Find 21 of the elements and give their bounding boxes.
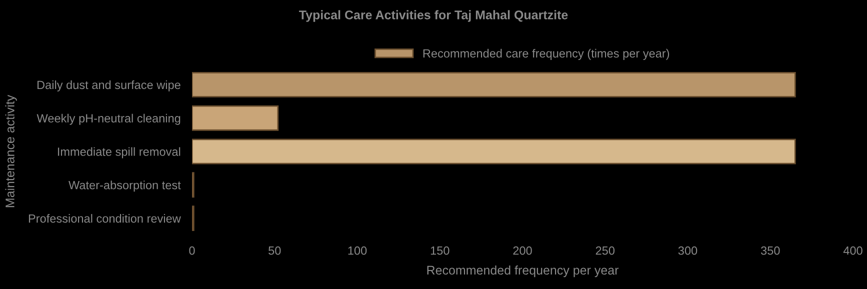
bar <box>192 138 796 164</box>
x-axis-title: Recommended frequency per year <box>427 265 619 278</box>
y-tick-label: Daily dust and surface wipe <box>38 80 180 92</box>
y-tick-label: Water-absorption test <box>68 180 181 192</box>
x-tick-label: 50 <box>268 246 281 255</box>
x-tick-label: 0 <box>189 246 195 255</box>
x-tick-label: 400 <box>843 246 862 255</box>
x-tick-label: 150 <box>430 246 450 255</box>
y-axis-title: Maintenance activity <box>5 94 17 208</box>
x-tick-label: 300 <box>678 246 698 255</box>
y-tick-label: Professional condition review <box>28 214 181 223</box>
bar <box>192 105 279 131</box>
x-tick-label: 350 <box>760 246 780 255</box>
bar <box>192 72 796 98</box>
y-tick-label: Immediate spill removal <box>58 147 180 158</box>
y-tick-label: Weekly pH-neutral cleaning <box>36 114 180 125</box>
x-tick-label: 100 <box>348 246 367 255</box>
x-tick-label: 200 <box>513 246 532 255</box>
chart-title: Typical Care Activities for Taj Mahal Quartzite <box>299 10 568 22</box>
legend-label: Recommended care frequency (times per year) <box>423 48 670 60</box>
x-tick-label: 250 <box>596 246 615 255</box>
